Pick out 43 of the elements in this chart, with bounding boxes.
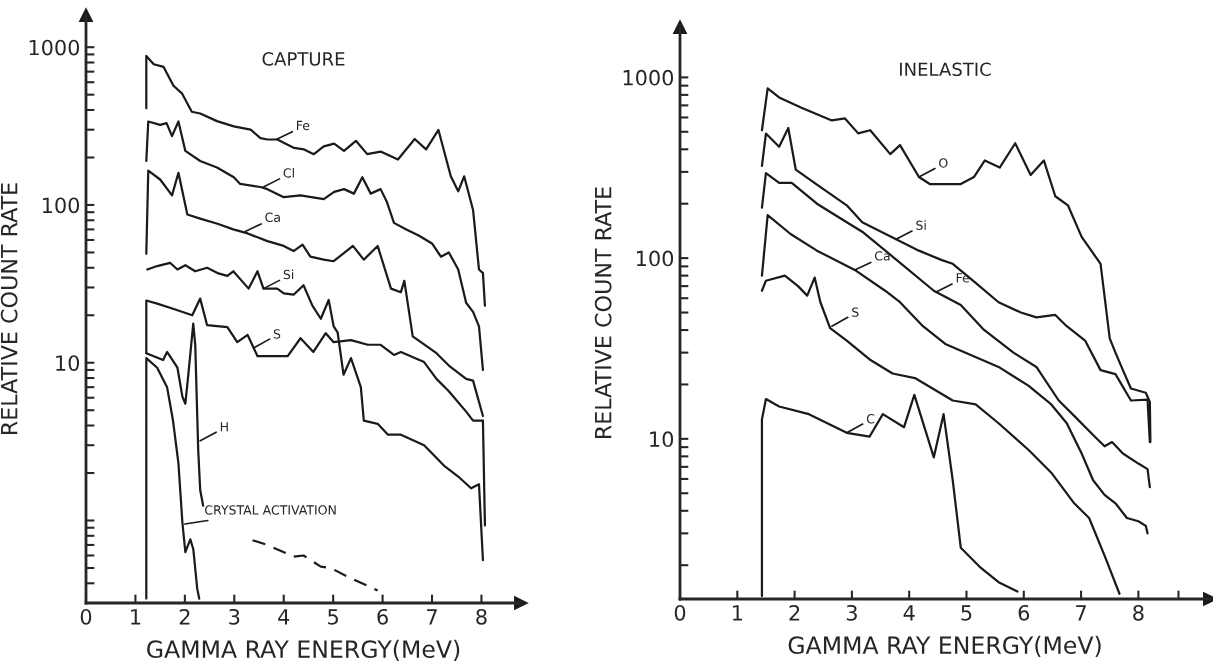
annotation: S: [273, 329, 281, 339]
text: INELASTIC: [900, 62, 991, 77]
x-tick-label: 4: [903, 605, 915, 621]
annotation: Cl: [283, 167, 294, 178]
x-tick-label: 4: [278, 609, 290, 625]
y-tick-label: 10: [56, 355, 80, 371]
x-tick-label: 3: [229, 608, 240, 625]
annotation: Si: [916, 220, 926, 230]
x-tick-label: 3: [846, 604, 857, 621]
x-tick-label: 5: [961, 605, 972, 621]
annotation: Fe: [296, 120, 310, 131]
annotation: Fe: [956, 273, 970, 283]
x-tick-label: 1: [732, 605, 742, 621]
x-tick-label: 0: [80, 608, 92, 625]
text: CAPTURE: [262, 52, 345, 66]
y-tick-label: 1000: [623, 69, 674, 86]
y-axis-title: RELATIVE COUNT RATE: [594, 187, 612, 439]
annotation: O: [939, 158, 948, 168]
x-axis-title: GAMMA RAY ENERGY(MeV): [147, 639, 460, 661]
annotation: Ca: [265, 212, 280, 223]
x-tick-label: 7: [1076, 605, 1086, 621]
x-tick-label: 6: [1018, 604, 1030, 621]
annotation: Si: [283, 269, 294, 280]
annotation: Ca: [874, 251, 890, 261]
x-tick-label: 5: [328, 609, 338, 625]
x-tick-label: 8: [1133, 604, 1144, 621]
x-axis-title: GAMMA RAY ENERGY(MeV): [788, 635, 1101, 657]
x-tick-label: 0: [674, 604, 686, 621]
annotation: H: [220, 422, 228, 432]
x-tick-label: 2: [789, 604, 800, 621]
x-tick-label: 2: [179, 608, 190, 625]
x-tick-label: 7: [427, 609, 437, 625]
x-tick-label: 6: [377, 608, 388, 625]
annotation: CRYSTAL ACTIVATION: [205, 505, 336, 515]
y-axis-title: RELATIVE COUNT RATE: [0, 183, 18, 435]
y-tick-label: 1000: [29, 39, 80, 56]
x-tick-label: 1: [131, 609, 141, 625]
x-tick-label: 8: [476, 608, 487, 625]
annotation: S: [852, 307, 859, 317]
y-tick-label: 100: [42, 197, 80, 214]
y-tick-label: 100: [636, 250, 674, 267]
y-tick-label: 10: [650, 431, 674, 448]
annotation: C: [866, 413, 875, 424]
